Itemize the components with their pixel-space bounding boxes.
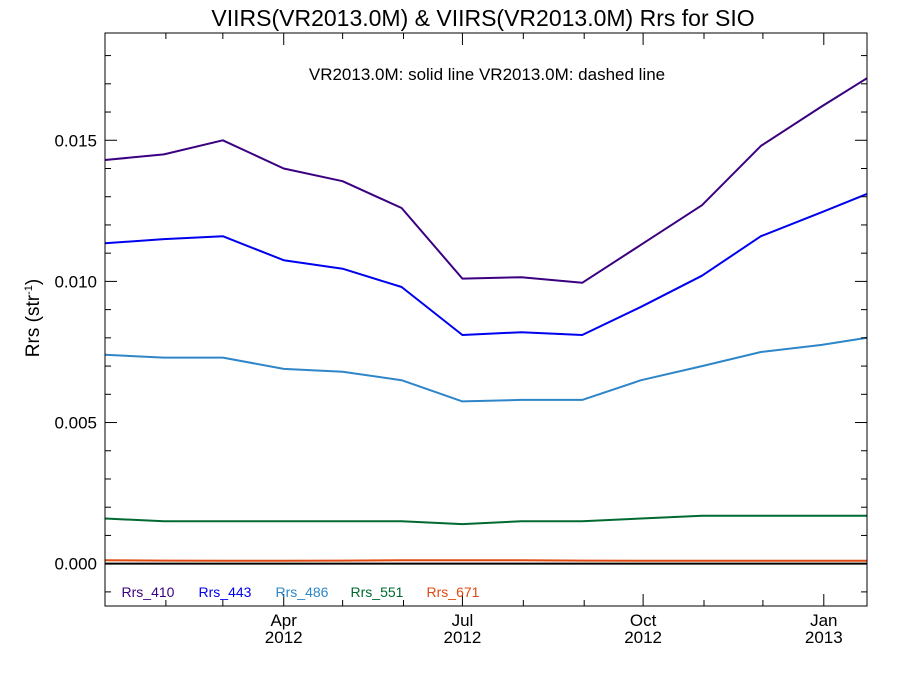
y-tick-label: 0.000 bbox=[54, 555, 97, 574]
legend-item-rrs-551: Rrs_551 bbox=[351, 584, 404, 600]
x-tick-label-month: Oct bbox=[630, 611, 657, 630]
y-axis-label: Rrs (str-1) bbox=[23, 279, 44, 357]
y-tick-label: 0.015 bbox=[54, 131, 97, 150]
y-tick-label: 0.010 bbox=[54, 272, 97, 291]
series-line-rrs-671 bbox=[104, 559, 867, 562]
series-line-rrs-410 bbox=[104, 77, 868, 284]
series-line-rrs-551 bbox=[104, 514, 867, 526]
y-tick-label: 0.005 bbox=[54, 414, 97, 433]
chart-annotation: VR2013.0M: solid line VR2013.0M: dashed … bbox=[309, 65, 665, 84]
x-tick-label-month: Jul bbox=[452, 611, 474, 630]
legend-item-rrs-486: Rrs_486 bbox=[276, 584, 329, 600]
series-line-rrs-443 bbox=[104, 192, 868, 336]
legend-item-rrs-410: Rrs_410 bbox=[122, 584, 175, 600]
legend-item-rrs-671: Rrs_671 bbox=[427, 584, 480, 600]
x-tick-label-month: Apr bbox=[270, 611, 297, 630]
chart-title: VIIRS(VR2013.0M) & VIIRS(VR2013.0M) Rrs … bbox=[211, 5, 754, 31]
legend-item-rrs-443: Rrs_443 bbox=[199, 584, 252, 600]
x-tick-label-year: 2012 bbox=[624, 628, 662, 647]
series-line-rrs-486 bbox=[104, 336, 868, 403]
x-tick-label-year: 2012 bbox=[265, 628, 303, 647]
x-tick-label-year: 2013 bbox=[805, 628, 843, 647]
plot-frame bbox=[104, 32, 868, 607]
x-tick-label-month: Jan bbox=[810, 611, 837, 630]
x-tick-label-year: 2012 bbox=[444, 628, 482, 647]
